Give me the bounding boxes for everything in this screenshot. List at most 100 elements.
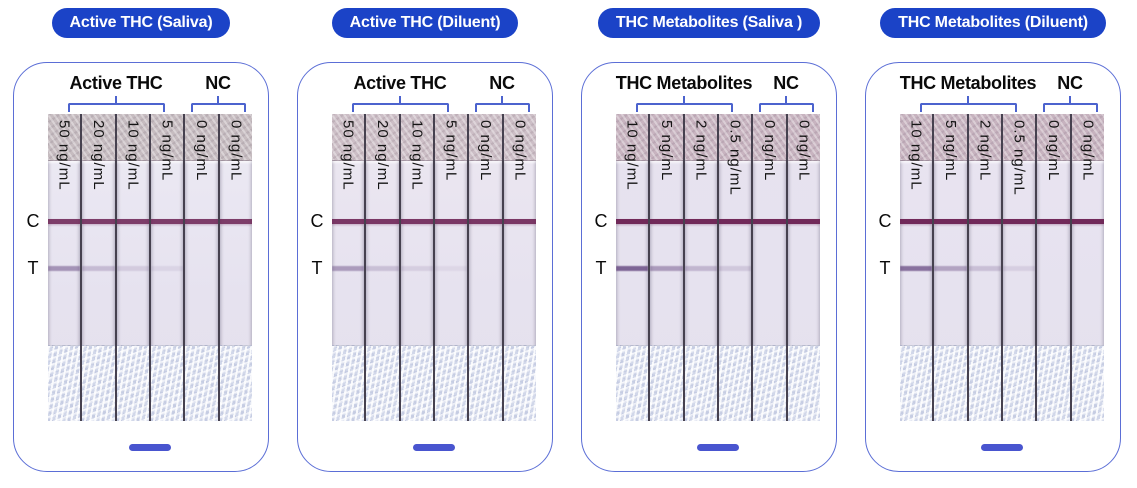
absorbent-pad bbox=[934, 345, 967, 421]
test-line-label: T bbox=[595, 258, 607, 278]
sample-pad bbox=[718, 114, 752, 161]
test-line bbox=[1002, 266, 1036, 271]
control-line bbox=[684, 219, 717, 224]
sample-pad bbox=[366, 114, 399, 161]
control-line bbox=[968, 219, 1001, 224]
nc-group-label: NC bbox=[773, 73, 799, 93]
control-line bbox=[718, 219, 752, 224]
absorbent-pad bbox=[968, 345, 1001, 421]
scale-bar bbox=[981, 444, 1023, 451]
test-line bbox=[900, 266, 933, 271]
strip-group-header: Active THC NC bbox=[48, 73, 252, 112]
test-strip: 0 ng/mL bbox=[503, 114, 536, 421]
control-line bbox=[900, 219, 933, 224]
panel-title-badge: THC Metabolites (Diluent) bbox=[880, 8, 1106, 38]
concentration-label: 10 ng/mL bbox=[408, 120, 426, 191]
control-line bbox=[469, 219, 502, 224]
sample-pad bbox=[219, 114, 252, 161]
control-line-label: C bbox=[878, 211, 892, 231]
test-line bbox=[400, 266, 433, 271]
target-group-label: THC Metabolites bbox=[899, 73, 1037, 93]
control-line bbox=[1037, 219, 1070, 224]
strip-photo: 10 ng/mL 5 ng/mL 2 ng/mL 0.5 ng/mL 0 ng/mL 0 … bbox=[900, 114, 1104, 421]
test-strip: 0 ng/mL bbox=[219, 114, 252, 421]
absorbent-pad bbox=[753, 345, 786, 421]
absorbent-pad bbox=[900, 345, 933, 421]
control-line-label: C bbox=[310, 211, 324, 231]
nc-group-bracket bbox=[1042, 96, 1098, 112]
control-line bbox=[82, 219, 115, 224]
test-strip-card: Active THC NC C T 50 ng/mL 20 ng/mL 10 ng/… bbox=[13, 62, 269, 472]
target-group-header: THC Metabolites bbox=[899, 73, 1037, 112]
concentration-label: 2 ng/mL bbox=[976, 120, 994, 182]
control-line bbox=[366, 219, 399, 224]
scale-bar bbox=[413, 444, 455, 451]
absorbent-pad bbox=[219, 345, 252, 421]
test-line bbox=[616, 266, 649, 271]
control-line bbox=[616, 219, 649, 224]
sample-pad bbox=[150, 114, 184, 161]
panel-title-badge: Active THC (Diluent) bbox=[331, 8, 519, 38]
control-line-label: C bbox=[594, 211, 608, 231]
concentration-label: 5 ng/mL bbox=[442, 120, 460, 182]
concentration-label: 0 ng/mL bbox=[511, 120, 529, 182]
test-strip-card: Active THC NC C T 50 ng/mL 20 ng/mL 10 ng/… bbox=[297, 62, 553, 472]
control-line bbox=[1071, 219, 1104, 224]
test-strip: 0 ng/mL bbox=[1037, 114, 1070, 421]
absorbent-pad bbox=[150, 345, 184, 421]
test-strip: 5 ng/mL bbox=[934, 114, 967, 421]
panel-3: THC Metabolites (Saliva ) THC Metabolite… bbox=[581, 8, 837, 472]
absorbent-pad bbox=[434, 345, 468, 421]
control-line bbox=[150, 219, 184, 224]
strip-photo: 50 ng/mL 20 ng/mL 10 ng/mL 5 ng/mL 0 ng/mL 0 … bbox=[332, 114, 536, 421]
test-line bbox=[934, 266, 967, 271]
concentration-label: 0 ng/mL bbox=[1079, 120, 1097, 182]
test-strip: 10 ng/mL bbox=[400, 114, 433, 421]
sample-pad bbox=[469, 114, 502, 161]
sample-pad bbox=[934, 114, 967, 161]
absorbent-pad bbox=[116, 345, 149, 421]
control-line bbox=[48, 219, 81, 224]
target-group-bracket bbox=[635, 96, 733, 112]
test-strip: 0 ng/mL bbox=[1071, 114, 1104, 421]
test-strip: 5 ng/mL bbox=[150, 114, 184, 421]
absorbent-pad bbox=[684, 345, 717, 421]
absorbent-pad bbox=[82, 345, 115, 421]
concentration-label: 0 ng/mL bbox=[795, 120, 813, 182]
sample-pad bbox=[968, 114, 1001, 161]
target-group-bracket bbox=[351, 96, 449, 112]
panel-title-badge: Active THC (Saliva) bbox=[51, 8, 231, 38]
test-line bbox=[718, 266, 752, 271]
control-line bbox=[934, 219, 967, 224]
control-line bbox=[185, 219, 218, 224]
strip-photo: 50 ng/mL 20 ng/mL 10 ng/mL 5 ng/mL 0 ng/mL 0 … bbox=[48, 114, 252, 421]
sample-pad bbox=[1071, 114, 1104, 161]
concentration-label: 0 ng/mL bbox=[476, 120, 494, 182]
concentration-label: 50 ng/mL bbox=[339, 120, 357, 191]
target-group-label: Active THC bbox=[69, 73, 163, 93]
absorbent-pad bbox=[1037, 345, 1070, 421]
test-line bbox=[684, 266, 717, 271]
panel-1: Active THC (Saliva) Active THC NC C T 50… bbox=[13, 8, 269, 472]
test-strip: 5 ng/mL bbox=[650, 114, 683, 421]
sample-pad bbox=[1037, 114, 1070, 161]
test-strip: 10 ng/mL bbox=[616, 114, 649, 421]
nc-group-label: NC bbox=[205, 73, 231, 93]
test-strip: 0 ng/mL bbox=[469, 114, 502, 421]
test-strip-card: THC Metabolites NC C T 10 ng/mL 5 ng/mL 2 … bbox=[865, 62, 1121, 472]
sample-pad bbox=[116, 114, 149, 161]
control-line bbox=[787, 219, 820, 224]
test-line bbox=[650, 266, 683, 271]
sample-pad bbox=[900, 114, 933, 161]
strip-group-header: THC Metabolites NC bbox=[900, 73, 1104, 112]
sample-pad bbox=[1002, 114, 1036, 161]
scale-bar-container bbox=[48, 444, 252, 451]
absorbent-pad bbox=[400, 345, 433, 421]
nc-group-bracket bbox=[190, 96, 246, 112]
control-line bbox=[400, 219, 433, 224]
nc-group-bracket bbox=[758, 96, 814, 112]
strip-photo: 10 ng/mL 5 ng/mL 2 ng/mL 0.5 ng/mL 0 ng/mL 0 … bbox=[616, 114, 820, 421]
nc-group-header: NC bbox=[184, 73, 252, 112]
target-group-header: Active THC bbox=[48, 73, 184, 112]
scale-bar-container bbox=[900, 444, 1104, 451]
